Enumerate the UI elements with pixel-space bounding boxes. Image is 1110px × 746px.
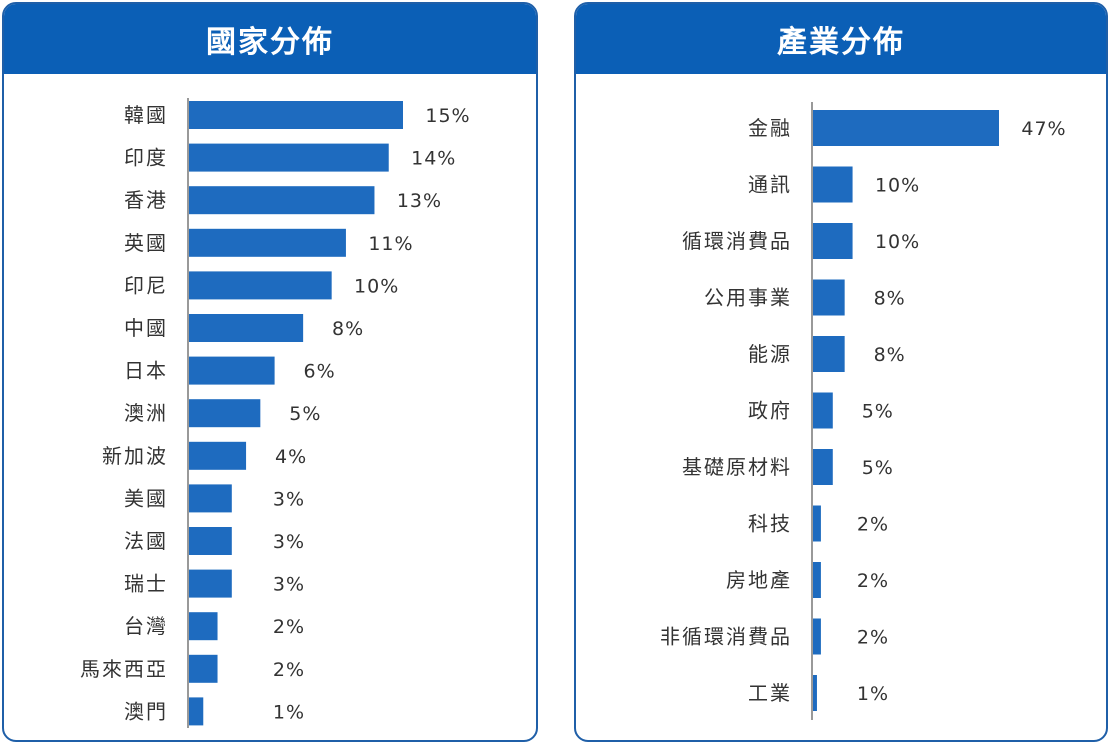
category-label-11: 瑞士 xyxy=(124,572,168,596)
value-label-3: 11% xyxy=(368,233,413,255)
category-label-7: 科技 xyxy=(748,512,792,536)
bar-0 xyxy=(813,110,999,146)
value-label-5: 8% xyxy=(332,318,364,340)
value-label-7: 2% xyxy=(857,514,889,536)
category-label-4: 印尼 xyxy=(124,273,168,297)
category-label-14: 澳門 xyxy=(124,699,168,723)
category-label-10: 法國 xyxy=(124,529,168,553)
value-label-14: 1% xyxy=(273,701,305,723)
bar-1 xyxy=(189,143,389,172)
category-label-13: 馬來西亞 xyxy=(80,657,168,681)
bar-11 xyxy=(189,569,232,598)
category-label-5: 政府 xyxy=(748,399,792,423)
value-label-4: 10% xyxy=(354,275,399,297)
category-label-3: 公用事業 xyxy=(704,286,792,310)
category-label-2: 循環消費品 xyxy=(682,229,792,253)
bar-2 xyxy=(189,186,375,215)
industry-bar-chart: 金融 47% 通訊 10% 循環消費品 10% 公用事業 8% 能源 8% 政府 5% 基礎原材料 5% 科… xyxy=(660,102,1066,720)
bar-10 xyxy=(189,527,232,555)
bar-3 xyxy=(813,279,845,316)
category-label-8: 新加波 xyxy=(102,444,168,468)
value-label-0: 47% xyxy=(1021,118,1066,140)
value-label-9: 3% xyxy=(273,488,305,510)
value-label-9: 2% xyxy=(857,627,889,649)
value-label-2: 10% xyxy=(875,231,920,253)
category-label-10: 工業 xyxy=(748,681,792,705)
industry-distribution-panel: 產業分佈 金融 47% 通訊 10% 循環消費品 10% 公用事業 8% 能源 8% 政府 5% 基礎原… xyxy=(574,2,1108,742)
bar-12 xyxy=(189,612,218,641)
bar-4 xyxy=(189,271,332,300)
value-label-3: 8% xyxy=(874,288,906,310)
country-panel-title: 國家分佈 xyxy=(4,4,536,74)
category-label-0: 韓國 xyxy=(124,103,168,127)
value-label-12: 2% xyxy=(273,616,305,638)
category-label-2: 香港 xyxy=(124,188,168,212)
category-label-4: 能源 xyxy=(748,342,792,366)
value-label-0: 15% xyxy=(425,105,470,127)
category-label-5: 中國 xyxy=(124,316,168,340)
country-distribution-panel: 國家分佈 韓國 15% 印度 14% 香港 13% 英國 11% 印尼 10% 中國 8% 日本 6% 澳洲… xyxy=(2,2,538,742)
category-label-6: 基礎原材料 xyxy=(682,455,792,479)
bar-5 xyxy=(813,392,833,429)
value-label-6: 5% xyxy=(862,457,894,479)
category-label-0: 金融 xyxy=(748,116,792,140)
value-label-2: 13% xyxy=(397,190,442,212)
industry-panel-title: 產業分佈 xyxy=(576,4,1106,74)
value-label-6: 6% xyxy=(304,361,336,383)
value-label-5: 5% xyxy=(862,401,894,423)
country-bar-chart: 韓國 15% 印度 14% 香港 13% 英國 11% 印尼 10% 中國 8% 日本 6% 澳洲 5% 新加波… xyxy=(80,98,470,728)
category-label-6: 日本 xyxy=(124,359,168,383)
value-label-7: 5% xyxy=(289,403,321,425)
value-label-1: 10% xyxy=(875,175,920,197)
category-label-3: 英國 xyxy=(124,231,168,255)
bar-6 xyxy=(813,449,833,485)
bar-1 xyxy=(813,166,853,203)
bar-8 xyxy=(189,441,247,470)
bar-7 xyxy=(813,505,821,542)
bar-9 xyxy=(189,484,232,513)
bar-10 xyxy=(813,675,817,711)
value-label-10: 3% xyxy=(273,531,305,553)
bar-2 xyxy=(813,223,853,259)
bar-6 xyxy=(189,356,275,385)
category-label-1: 通訊 xyxy=(748,173,792,197)
value-label-1: 14% xyxy=(411,148,456,170)
category-label-1: 印度 xyxy=(124,146,168,170)
bar-13 xyxy=(189,654,218,683)
bar-9 xyxy=(813,618,821,655)
value-label-4: 8% xyxy=(874,344,906,366)
category-label-7: 澳洲 xyxy=(124,401,168,425)
value-label-8: 4% xyxy=(275,446,307,468)
bar-5 xyxy=(189,314,304,342)
category-label-8: 房地產 xyxy=(726,568,792,592)
bar-7 xyxy=(189,399,261,428)
bar-4 xyxy=(813,336,845,372)
value-label-10: 1% xyxy=(857,683,889,705)
category-label-9: 美國 xyxy=(124,486,168,510)
category-label-12: 台灣 xyxy=(124,614,168,638)
value-label-11: 3% xyxy=(273,574,305,596)
value-label-13: 2% xyxy=(273,659,305,681)
bar-0 xyxy=(189,101,403,129)
bar-3 xyxy=(189,228,346,257)
category-label-9: 非循環消費品 xyxy=(660,625,792,649)
value-label-8: 2% xyxy=(857,570,889,592)
bar-14 xyxy=(189,697,204,726)
bar-8 xyxy=(813,562,821,598)
